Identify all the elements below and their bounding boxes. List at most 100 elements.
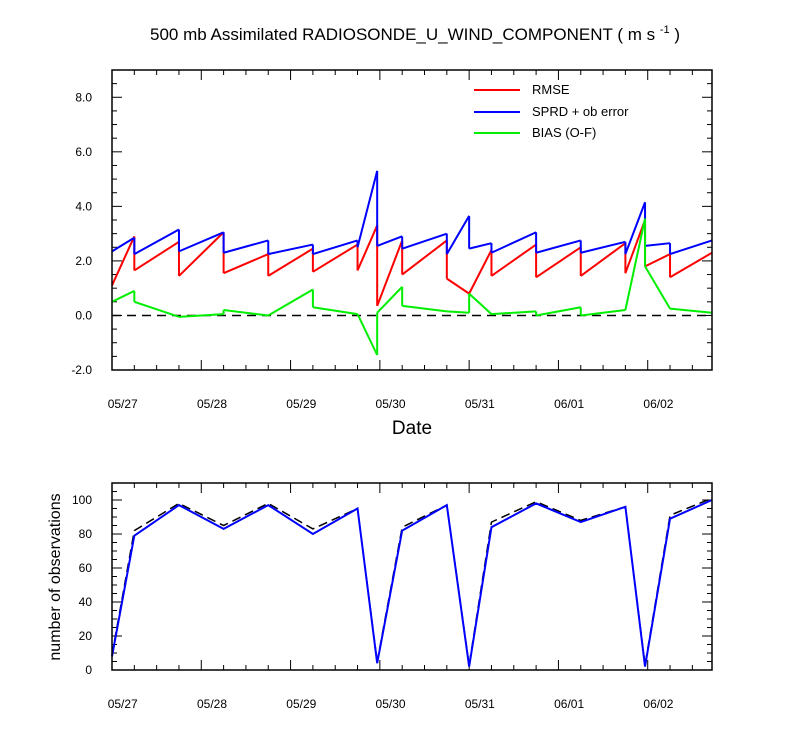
x-tick-label: 05/28 (197, 697, 227, 711)
bias-line-segment (669, 307, 713, 314)
bias-line-segment (111, 290, 135, 303)
sprd-line-segment (669, 239, 713, 256)
y-tick-label: 4.0 (75, 199, 92, 213)
sprd-line-segment (356, 170, 379, 248)
x-tick-label: 05/30 (376, 697, 406, 711)
observations-assimilated-line (111, 499, 713, 667)
x-tick-label: 06/01 (554, 697, 584, 711)
sprd-line-segment (535, 239, 582, 254)
top-series-lines (111, 170, 713, 356)
bias-line-segment (134, 300, 180, 318)
sprd-line-segment (178, 231, 225, 253)
bottom-plot-frame (111, 482, 713, 671)
bias-line-segment (468, 292, 493, 315)
x-tick-label: 05/31 (465, 697, 495, 711)
sprd-line-segment (644, 242, 671, 247)
top-y-tick-labels: -2.0 0.0 2.0 4.0 6.0 8.0 (71, 90, 92, 377)
legend-label-rmse: RMSE (532, 82, 570, 97)
x-tick-label: 05/27 (108, 397, 138, 411)
y-tick-label: 60 (79, 561, 93, 575)
bias-line-segment (491, 310, 537, 316)
x-tick-label: 05/30 (376, 397, 406, 411)
title-units: ( m s (617, 25, 655, 44)
x-tick-label: 05/29 (286, 697, 316, 711)
observations-total-line (111, 497, 713, 666)
title-main: 500 mb Assimilated RADIOSONDE_U_WIND_COM… (150, 25, 613, 44)
y-tick-label: 6.0 (75, 145, 92, 159)
sprd-line-segment (445, 215, 471, 255)
top-x-tick-labels: 05/27 05/28 05/29 05/30 05/31 06/01 06/02 (108, 397, 674, 411)
bias-line-segment (644, 265, 671, 310)
y-tick-label: 0.0 (75, 308, 92, 322)
rmse-line-segment (468, 249, 493, 295)
rmse-line-segment (312, 243, 359, 273)
bias-line-segment (312, 306, 358, 316)
rmse-line-segment (669, 251, 713, 279)
sprd-line-segment (312, 239, 358, 256)
y-tick-label: 80 (79, 527, 93, 541)
x-tick-label: 06/02 (643, 397, 673, 411)
bias-line-segment (178, 313, 224, 318)
rmse-line-segment (223, 253, 269, 275)
rmse-line-segment (644, 253, 671, 268)
y-tick-label: -2.0 (71, 363, 92, 377)
sprd-line-segment (401, 232, 448, 250)
rmse-line-segment (580, 242, 626, 277)
title-units-sup: -1 (660, 24, 670, 36)
rmse-line-segment (267, 247, 314, 277)
y-tick-label: 8.0 (75, 90, 92, 104)
x-tick-label: 06/01 (554, 397, 584, 411)
y-axis-label: number of observations (47, 493, 64, 660)
y-tick-label: 40 (79, 595, 93, 609)
rmse-line-segment (624, 219, 646, 274)
sprd-line-segment (268, 243, 314, 256)
rmse-line-segment (178, 231, 225, 277)
chart-title: 500 mb Assimilated RADIOSONDE_U_WIND_COM… (150, 24, 680, 44)
title-units-close: ) (670, 25, 680, 44)
x-tick-label: 05/29 (286, 397, 316, 411)
y-tick-label: 2.0 (75, 254, 92, 268)
bias-line-segment (446, 310, 470, 314)
y-tick-label: 100 (72, 493, 92, 507)
rmse-line-segment (401, 239, 448, 276)
rmse-line-segment (490, 243, 537, 277)
y-tick-label: 20 (79, 629, 93, 643)
x-tick-label: 05/27 (108, 697, 138, 711)
y-tick-label: 0 (85, 663, 92, 677)
bias-line-segment (580, 309, 626, 317)
sprd-line-segment (223, 239, 269, 254)
sprd-line-segment (111, 236, 135, 253)
top-plot-frame (111, 69, 713, 371)
rmse-line-segment (133, 240, 180, 272)
rmse-line-segment (376, 240, 404, 307)
bias-line-segment (535, 306, 581, 317)
sprd-line-segment (624, 201, 646, 255)
sprd-line-segment (491, 231, 537, 254)
bottom-series-lines (111, 497, 713, 667)
bottom-x-tick-labels: 05/27 05/28 05/29 05/30 05/31 06/01 06/02 (108, 697, 674, 711)
sprd-line-segment (376, 235, 403, 247)
legend-label-sprd: SPRD + ob error (532, 104, 629, 119)
sprd-line-segment (133, 228, 180, 255)
legend-label-bias: BIAS (O-F) (532, 125, 596, 140)
x-axis-label: Date (392, 418, 432, 439)
x-tick-label: 06/02 (643, 697, 673, 711)
rmse-line-segment (356, 225, 379, 271)
bias-line-segment (376, 286, 403, 314)
legend: RMSE SPRD + ob error BIAS (O-F) (474, 82, 629, 140)
rmse-line-segment (111, 235, 136, 286)
bias-line-segment (402, 304, 447, 313)
bias-line-segment (223, 309, 269, 317)
sprd-line-segment (468, 242, 492, 250)
x-tick-label: 05/28 (197, 397, 227, 411)
bias-line-segment (267, 288, 314, 317)
bottom-y-tick-labels: 0 20 40 60 80 100 (72, 493, 92, 677)
sprd-line-segment (580, 240, 626, 254)
bottom-axis-ticks (111, 482, 712, 671)
rmse-line-segment (446, 277, 470, 295)
bias-line-segment (624, 218, 647, 311)
bias-line-segment (356, 313, 379, 356)
x-tick-label: 05/31 (465, 397, 495, 411)
rmse-line-segment (535, 246, 582, 279)
